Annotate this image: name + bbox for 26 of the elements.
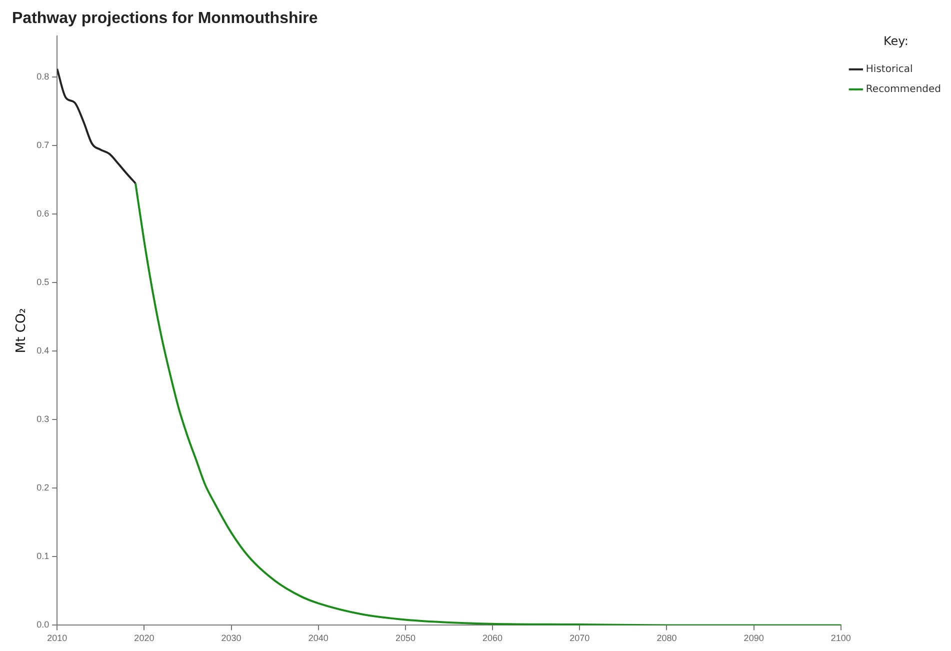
y-tick-label: 0.1 xyxy=(36,551,50,562)
x-tick-label: 2060 xyxy=(482,633,503,644)
legend-label: Recommended xyxy=(866,84,942,95)
y-tick-label: 0.4 xyxy=(36,346,50,356)
x-tick-label: 2090 xyxy=(744,633,764,644)
line-series xyxy=(57,68,136,184)
x-tick-label: 2080 xyxy=(656,633,677,644)
y-tick-label: 0.6 xyxy=(36,208,50,219)
x-tick-label: 2050 xyxy=(395,633,416,644)
x-tick-label: 2010 xyxy=(47,633,68,644)
legend-label: Historical xyxy=(866,64,913,75)
y-tick-label: 0.7 xyxy=(36,140,50,150)
x-tick-label: 2040 xyxy=(308,633,328,644)
y-tick-label: 0.5 xyxy=(36,277,50,288)
y-tick-label: 0.0 xyxy=(36,620,50,630)
y-tick-label: 0.3 xyxy=(36,414,50,424)
y-tick-label: 0.2 xyxy=(36,482,50,493)
x-tick-label: 2070 xyxy=(570,633,590,644)
y-tick-label: 0.8 xyxy=(36,72,50,82)
x-tick-label: 2020 xyxy=(134,633,154,644)
line-series xyxy=(134,182,841,626)
legend-title: Key: xyxy=(883,34,908,48)
chart-title: Pathway projections for Monmouthshire xyxy=(12,10,318,28)
x-tick-label: 2100 xyxy=(830,633,851,644)
y-axis-title: Mt CO₂ xyxy=(14,308,30,354)
x-tick-label: 2030 xyxy=(221,633,242,644)
